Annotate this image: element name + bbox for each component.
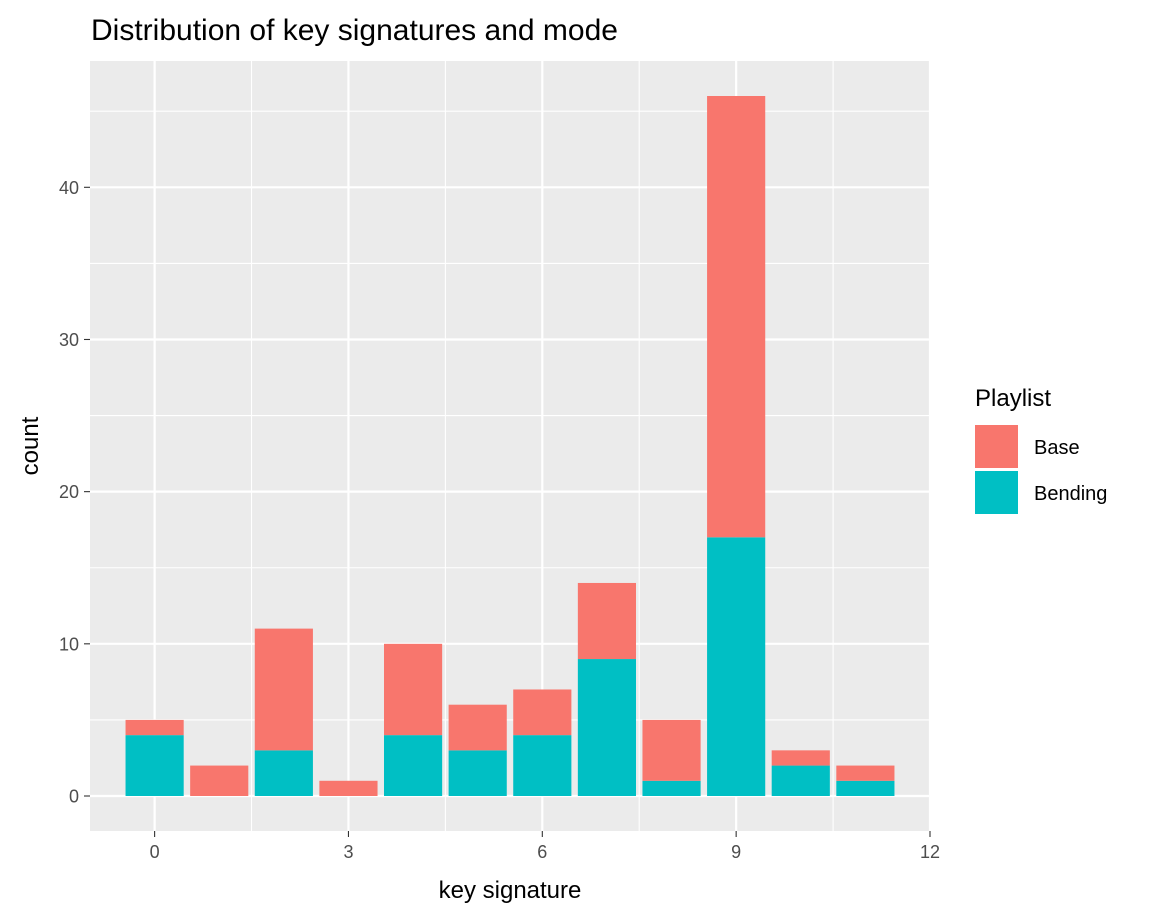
y-tick-label: 10 — [59, 634, 79, 654]
x-tick-label: 0 — [150, 842, 160, 862]
bar-base-key-10 — [771, 750, 830, 766]
bar-bending-key-10 — [771, 765, 830, 796]
bar-bending-key-0 — [125, 735, 184, 796]
bar-bending-key-8 — [642, 780, 701, 796]
bar-bending-key-9 — [707, 537, 766, 796]
minor-gridlines — [90, 61, 930, 831]
legend-key-bending — [975, 471, 1018, 514]
x-tick-label: 6 — [537, 842, 547, 862]
bar-base-key-11 — [836, 765, 895, 781]
bar-bending-key-6 — [513, 735, 572, 796]
bar-bending-key-2 — [254, 750, 313, 796]
y-tick-label: 40 — [59, 178, 79, 198]
bar-base-key-8 — [642, 719, 701, 781]
chart-title: Distribution of key signatures and mode — [91, 14, 618, 47]
bar-base-key-4 — [384, 643, 443, 736]
legend-label-bending: Bending — [1034, 483, 1107, 505]
bar-bending-key-11 — [836, 780, 895, 796]
bar-base-key-1 — [190, 765, 249, 796]
bar-base-key-7 — [577, 582, 636, 660]
y-axis: 0 10 20 30 40 — [59, 178, 90, 807]
x-tick-label: 3 — [343, 842, 353, 862]
bar-base-key-6 — [513, 689, 572, 736]
legend-label-base: Base — [1034, 437, 1080, 459]
bar-bending-key-7 — [577, 659, 636, 796]
x-axis: 0 3 6 9 12 — [150, 831, 940, 862]
legend-title: Playlist — [975, 385, 1051, 412]
x-axis-title: key signature — [439, 877, 582, 904]
bar-base-key-5 — [448, 704, 507, 751]
bars — [125, 96, 895, 796]
bar-base-key-0 — [125, 719, 184, 736]
bar-bending-key-4 — [384, 735, 443, 796]
x-tick-label: 9 — [731, 842, 741, 862]
plot-panel — [90, 61, 930, 831]
y-tick-label: 30 — [59, 330, 79, 350]
bar-base-key-2 — [254, 628, 313, 751]
y-axis-title: count — [17, 416, 44, 475]
legend-key-base — [975, 425, 1018, 468]
legend-entries: Base Bending — [975, 425, 1107, 514]
bar-base-key-9 — [707, 96, 766, 538]
y-tick-label: 0 — [69, 787, 79, 807]
x-tick-label: 12 — [920, 842, 940, 862]
bar-base-key-3 — [319, 780, 378, 796]
y-tick-label: 20 — [59, 482, 79, 502]
bar-bending-key-5 — [448, 750, 507, 796]
legend: Playlist Base Bending — [975, 385, 1107, 514]
